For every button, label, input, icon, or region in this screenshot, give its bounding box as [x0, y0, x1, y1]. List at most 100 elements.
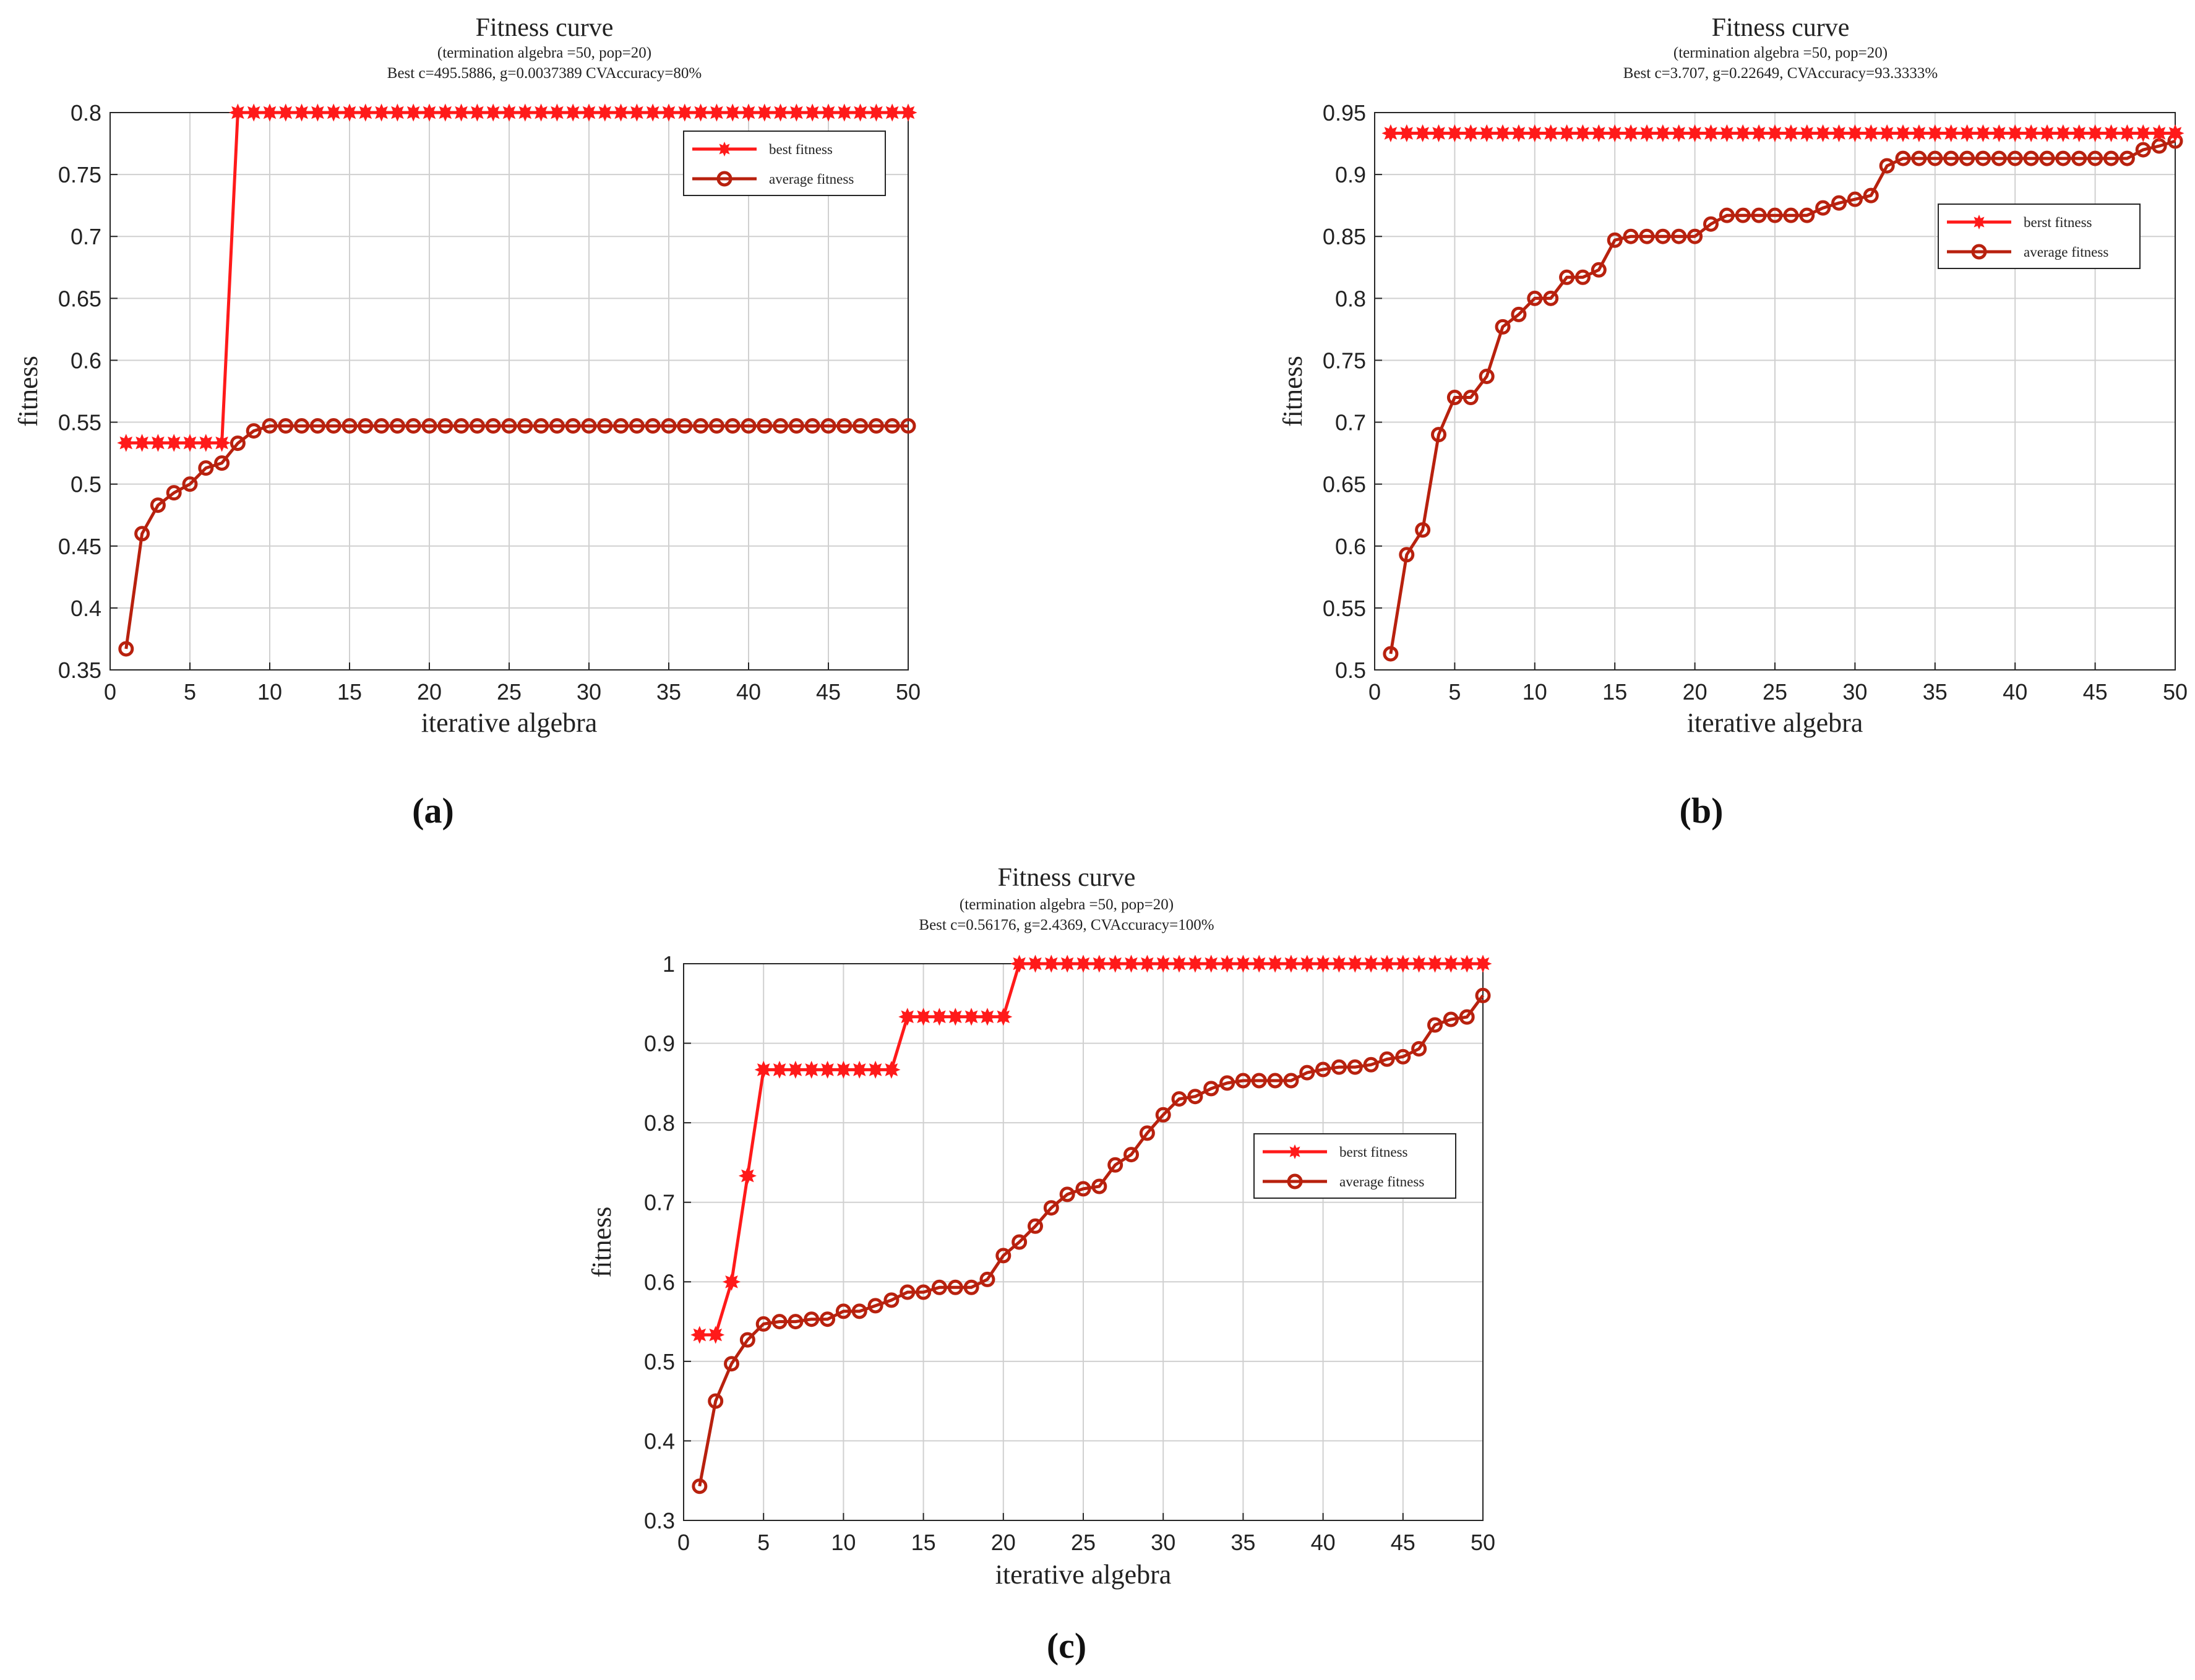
data-point-circle [405, 418, 421, 434]
data-point-star [867, 103, 885, 122]
data-point-star [866, 1060, 885, 1079]
data-point-star [388, 103, 406, 122]
data-point-star [1425, 954, 1445, 973]
y-tick-label: 0.8 [1335, 286, 1366, 311]
legend-box [683, 131, 886, 196]
data-point-star [1814, 124, 1832, 142]
data-point-circle [757, 418, 773, 434]
series-line [1389, 139, 2176, 654]
data-point-star [484, 103, 502, 122]
data-point-star [2054, 124, 2073, 142]
data-point-star [244, 103, 263, 122]
y-axis-label: fitness [13, 356, 43, 427]
data-point-star [1605, 124, 1624, 142]
data-point-star [1170, 954, 1188, 973]
data-point-circle [1399, 547, 1415, 563]
x-tick-label: 25 [497, 679, 522, 705]
data-point-star [1589, 124, 1608, 142]
data-point-star [420, 103, 439, 122]
data-point-star [468, 103, 486, 122]
data-point-star [723, 103, 742, 122]
data-point-star [1218, 954, 1237, 973]
data-point-star [1782, 124, 1800, 142]
x-tick-label: 45 [1391, 1530, 1415, 1555]
y-tick-label: 0.9 [644, 1031, 675, 1056]
data-point-star [786, 1060, 805, 1079]
data-point-star [962, 1008, 981, 1026]
data-point-circle [1075, 1181, 1091, 1197]
data-point-star [1441, 954, 1460, 973]
legend-entry-label: berst fitness [2024, 215, 2092, 230]
y-tick-label: 0.75 [58, 162, 101, 187]
data-point-star [293, 103, 311, 122]
data-point-circle [677, 418, 693, 434]
data-point-star [1074, 954, 1093, 973]
x-tick-label: 5 [757, 1530, 770, 1555]
data-point-circle [1751, 207, 1767, 223]
data-point-circle [1607, 232, 1623, 248]
legend: berst fitness average fitness [1938, 204, 2141, 269]
data-point-circle [645, 418, 661, 434]
data-point-star [883, 103, 901, 122]
x-tick-label: 15 [911, 1530, 936, 1555]
data-point-star [1461, 124, 1480, 142]
y-tick-label: 0.5 [1335, 658, 1366, 683]
data-point-circle [853, 418, 869, 434]
x-tick-label: 5 [1448, 679, 1461, 705]
data-point-star [1042, 954, 1060, 973]
x-tick-label: 35 [1231, 1530, 1255, 1555]
data-point-star [596, 103, 614, 122]
data-point-circle [1171, 1091, 1187, 1107]
data-point-star [835, 103, 854, 122]
data-point-star [802, 1060, 821, 1079]
data-point-star [356, 103, 375, 122]
data-point-star [1493, 124, 1512, 142]
data-point-star [1829, 124, 1849, 142]
x-tick-label: 20 [417, 679, 442, 705]
data-point-circle [1123, 1147, 1140, 1163]
data-point-circle [836, 418, 853, 434]
data-point-star [1862, 124, 1880, 142]
data-point-circle [867, 1298, 883, 1314]
data-point-circle [884, 418, 900, 434]
data-point-star [260, 103, 279, 122]
data-point-circle [1623, 228, 1639, 244]
data-point-circle [182, 476, 198, 492]
data-point-star [834, 1060, 853, 1079]
data-point-star [738, 1167, 757, 1185]
y-tick-label: 0.7 [71, 224, 101, 249]
data-point-star [133, 434, 152, 452]
data-point-circle [1219, 1075, 1235, 1091]
data-point-circle [1863, 187, 1879, 204]
data-point-circle [1479, 368, 1495, 384]
x-tick-label: 10 [257, 679, 282, 705]
y-tick-label: 0.6 [1335, 534, 1366, 559]
data-point-star [1106, 954, 1125, 973]
data-point-star [690, 1326, 709, 1344]
data-point-circle [1975, 150, 1991, 166]
x-tick-label: 0 [104, 679, 116, 705]
data-point-star [372, 103, 391, 122]
data-point-star [1329, 954, 1348, 973]
data-point-circle [1815, 200, 1831, 216]
data-point-star [1717, 124, 1736, 142]
data-point-star [404, 103, 423, 122]
x-tick-label: 0 [677, 1530, 690, 1555]
data-point-star [1090, 954, 1109, 973]
x-tick-label: 10 [831, 1530, 856, 1555]
data-point-star [340, 103, 359, 122]
x-tick-label: 45 [2083, 679, 2108, 705]
data-point-circle [2055, 150, 2071, 166]
data-point-circle [246, 423, 262, 439]
data-point-star [882, 1060, 901, 1079]
chart-title: Fitness curve [1712, 14, 1850, 42]
legend-box [1938, 204, 2141, 269]
data-point-star [994, 1008, 1013, 1026]
data-point-circle [693, 418, 709, 434]
x-axis-label: iterative algebra [421, 708, 598, 738]
data-point-circle [1187, 1089, 1203, 1105]
x-tick-label: 40 [1311, 1530, 1336, 1555]
data-point-circle [788, 1314, 804, 1330]
data-point-star [1202, 954, 1221, 973]
